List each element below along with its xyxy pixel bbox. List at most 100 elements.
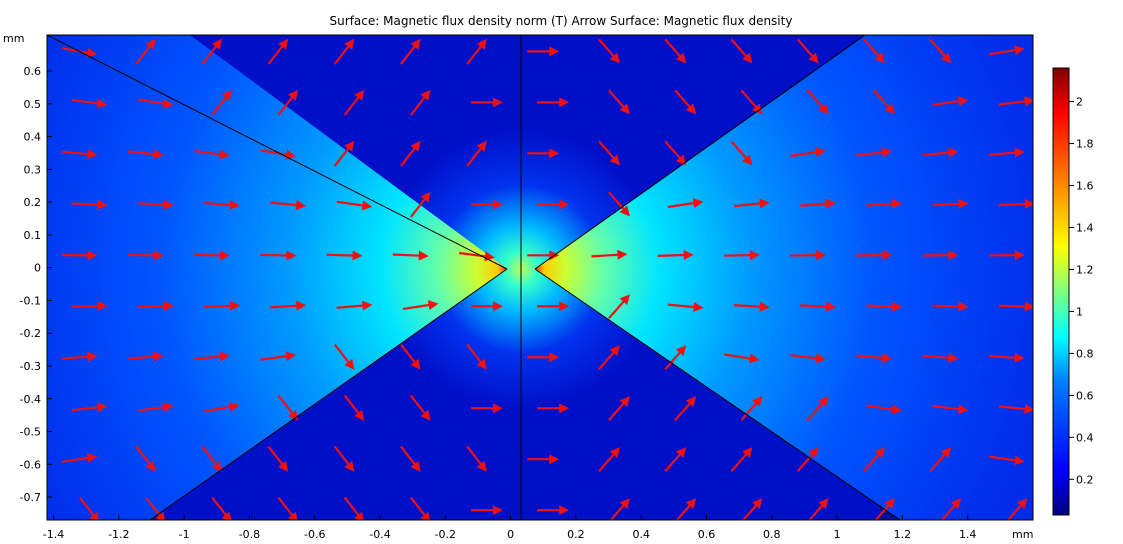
- flux-arrow: [527, 148, 560, 159]
- flux-arrow: [806, 396, 829, 421]
- colorbar-tick-label: 0.4: [1076, 431, 1094, 444]
- flux-arrow: [71, 199, 108, 210]
- x-tick-label: 1.4: [959, 528, 977, 541]
- flux-arrow: [61, 453, 98, 464]
- flux-arrow: [667, 302, 704, 312]
- flux-arrow: [204, 199, 240, 210]
- x-tick-label: -1.4: [43, 528, 64, 541]
- y-tick-label: 0.1: [24, 229, 42, 242]
- flux-arrow: [137, 300, 174, 311]
- y-axis: 0.6 0.5 0.4 0.3 0.2 0.1 0 -0.1 -0.2 -0.3 -0.4 -0.5 -…: [20, 65, 52, 504]
- flux-arrow: [808, 498, 829, 520]
- flux-arrow: [790, 147, 826, 158]
- flux-arrow: [71, 301, 108, 312]
- flux-arrow: [740, 396, 763, 421]
- chart-title: Surface: Magnetic flux density norm (T) …: [330, 14, 793, 28]
- flux-arrow: [664, 140, 687, 166]
- flux-arrow: [470, 301, 503, 312]
- flux-arrow: [527, 454, 560, 465]
- x-tick-label: 0: [507, 528, 514, 541]
- flux-arrow: [470, 199, 503, 210]
- x-tick-label: -0.8: [239, 528, 260, 541]
- flux-arrow: [194, 149, 230, 160]
- y-tick-label: 0.4: [24, 131, 42, 144]
- flux-arrow: [988, 45, 1025, 56]
- flux-arrow: [667, 198, 704, 209]
- y-tick-label: -0.7: [20, 491, 41, 504]
- x-unit-label: mm: [1012, 528, 1033, 541]
- x-tick-label: -0.2: [435, 528, 456, 541]
- flux-arrow: [800, 198, 837, 209]
- y-tick-label: 0.6: [24, 65, 42, 78]
- flux-arrow: [326, 250, 363, 261]
- flux-arrow: [336, 300, 373, 311]
- flux-arrow: [998, 96, 1033, 107]
- flux-arrow: [410, 394, 431, 421]
- flux-arrow: [796, 38, 819, 64]
- flux-arrow: [866, 301, 903, 312]
- flux-arrow: [730, 447, 753, 472]
- flux-arrow: [723, 250, 760, 261]
- left-pole-field: [47, 35, 507, 520]
- flux-arrow: [537, 199, 570, 210]
- y-tick-label: -0.6: [20, 458, 41, 471]
- flux-arrow: [194, 250, 231, 261]
- flux-arrow: [598, 345, 621, 371]
- flux-arrow: [201, 38, 222, 65]
- colorbar-tick-label: 0.2: [1076, 473, 1094, 486]
- flux-arrow: [922, 147, 959, 158]
- flux-arrow: [410, 496, 431, 520]
- flux-arrow: [78, 496, 99, 520]
- flux-arrow: [71, 402, 108, 413]
- colorbar-tick-label: 1.6: [1076, 180, 1094, 193]
- flux-arrow: [733, 198, 770, 209]
- y-tick-label: 0.5: [24, 98, 42, 111]
- flux-arrow: [796, 447, 819, 472]
- flux-arrow: [988, 352, 1025, 363]
- flux-arrow: [730, 38, 753, 64]
- colorbar-tick-label: 0.6: [1076, 389, 1094, 402]
- flux-arrow: [988, 147, 1025, 158]
- colorbar-gradient: [1052, 67, 1070, 516]
- y-tick-label: 0: [34, 262, 41, 275]
- x-tick-label: 0.6: [698, 528, 716, 541]
- x-tick-label: -0.6: [304, 528, 325, 541]
- flux-arrow: [940, 498, 962, 520]
- flux-arrow: [135, 445, 156, 472]
- flux-arrow: [598, 140, 621, 166]
- flux-arrow: [724, 353, 760, 364]
- flux-arrow: [863, 38, 885, 64]
- flux-arrow: [1006, 498, 1028, 520]
- flux-arrow: [211, 496, 232, 520]
- colorbar-ticks: 2 1.8 1.6 1.4 1.2 1 0.8 0.6 0.4 0.2: [1069, 96, 1094, 486]
- flux-arrow: [856, 353, 893, 363]
- flux-arrow: [932, 404, 969, 415]
- flux-arrow: [929, 447, 952, 472]
- flux-arrow: [61, 149, 98, 160]
- colorbar: 2 1.8 1.6 1.4 1.2 1 0.8 0.6 0.4 0.2: [1052, 67, 1094, 516]
- flux-arrow: [998, 404, 1033, 415]
- flux-arrow: [598, 38, 621, 64]
- flux-arrow: [608, 191, 630, 217]
- flux-arrow: [932, 198, 969, 209]
- flux-arrow: [466, 38, 487, 65]
- flux-arrow: [270, 300, 307, 311]
- flux-arrow: [470, 403, 503, 414]
- y-tick-label: -0.4: [20, 393, 41, 406]
- flux-arrow: [194, 351, 231, 362]
- y-tick-label: 0.2: [24, 196, 42, 209]
- flux-arrow: [730, 140, 753, 166]
- flux-arrow: [932, 301, 969, 312]
- flux-arrow: [537, 97, 570, 108]
- flux-arrow: [333, 38, 355, 65]
- x-tick-label: 0.2: [567, 528, 585, 541]
- y-tick-label: -0.1: [20, 294, 41, 307]
- flux-arrow: [137, 402, 174, 413]
- colorbar-tick-label: 1.8: [1076, 138, 1094, 151]
- flux-arrow: [343, 496, 364, 520]
- flux-arrow: [988, 250, 1025, 261]
- flux-arrow: [856, 250, 893, 261]
- flux-arrow: [608, 294, 630, 320]
- y-tick-label: -0.5: [20, 426, 41, 439]
